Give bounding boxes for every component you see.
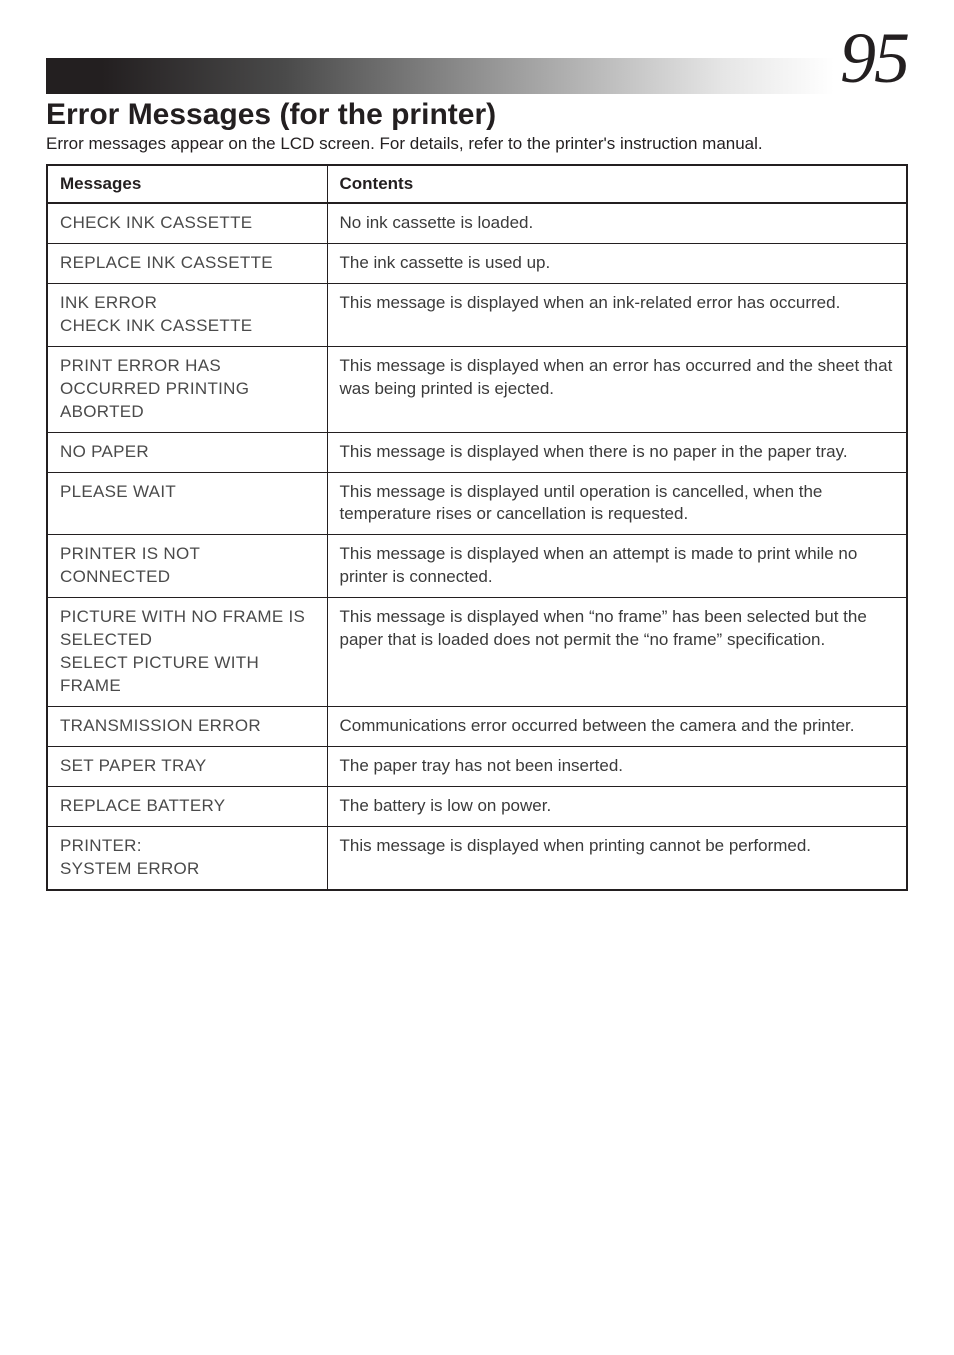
header-gradient <box>102 58 834 94</box>
error-messages-table: Messages Contents CHECK INK CASSETTENo i… <box>46 164 908 891</box>
cell-message: REPLACE INK CASSETTE <box>47 243 327 283</box>
cell-content: The paper tray has not been inserted. <box>327 746 907 786</box>
table-row: INK ERRORCHECK INK CASSETTEThis message … <box>47 283 907 346</box>
cell-content: This message is displayed when there is … <box>327 432 907 472</box>
cell-message: PRINT ERROR HAS OCCURRED PRINTING ABORTE… <box>47 346 327 432</box>
table-row: NO PAPERThis message is displayed when t… <box>47 432 907 472</box>
cell-content: This message is displayed until operatio… <box>327 472 907 535</box>
table-row: REPLACE INK CASSETTEThe ink cassette is … <box>47 243 907 283</box>
table-row: TRANSMISSION ERRORCommunications error o… <box>47 707 907 747</box>
table-header-row: Messages Contents <box>47 165 907 203</box>
cell-message: INK ERRORCHECK INK CASSETTE <box>47 283 327 346</box>
table-row: PRINTER IS NOT CONNECTEDThis message is … <box>47 535 907 598</box>
header-black-block <box>46 58 102 94</box>
cell-message: SET PAPER TRAY <box>47 746 327 786</box>
table-row: PRINT ERROR HAS OCCURRED PRINTING ABORTE… <box>47 346 907 432</box>
cell-message: PICTURE WITH NO FRAME IS SELECTEDSELECT … <box>47 598 327 707</box>
cell-content: This message is displayed when an attemp… <box>327 535 907 598</box>
cell-content: The battery is low on power. <box>327 786 907 826</box>
table-row: SET PAPER TRAYThe paper tray has not bee… <box>47 746 907 786</box>
cell-message: PRINTER:SYSTEM ERROR <box>47 826 327 889</box>
page-title: Error Messages (for the printer) <box>46 98 908 132</box>
cell-content: This message is displayed when printing … <box>327 826 907 889</box>
cell-message: NO PAPER <box>47 432 327 472</box>
cell-message: PRINTER IS NOT CONNECTED <box>47 535 327 598</box>
cell-content: No ink cassette is loaded. <box>327 203 907 243</box>
page-header: 95 <box>46 32 908 94</box>
cell-content: The ink cassette is used up. <box>327 243 907 283</box>
table-row: CHECK INK CASSETTENo ink cassette is loa… <box>47 203 907 243</box>
cell-content: This message is displayed when an ink-re… <box>327 283 907 346</box>
cell-message: REPLACE BATTERY <box>47 786 327 826</box>
cell-message: TRANSMISSION ERROR <box>47 707 327 747</box>
cell-message: PLEASE WAIT <box>47 472 327 535</box>
page-number: 95 <box>834 22 908 94</box>
table-row: PICTURE WITH NO FRAME IS SELECTEDSELECT … <box>47 598 907 707</box>
page-subtitle: Error messages appear on the LCD screen.… <box>46 134 908 154</box>
col-header-contents: Contents <box>327 165 907 203</box>
cell-message: CHECK INK CASSETTE <box>47 203 327 243</box>
table-row: PRINTER:SYSTEM ERRORThis message is disp… <box>47 826 907 889</box>
cell-content: Communications error occurred between th… <box>327 707 907 747</box>
col-header-messages: Messages <box>47 165 327 203</box>
cell-content: This message is displayed when an error … <box>327 346 907 432</box>
cell-content: This message is displayed when “no frame… <box>327 598 907 707</box>
table-row: PLEASE WAITThis message is displayed unt… <box>47 472 907 535</box>
table-row: REPLACE BATTERYThe battery is low on pow… <box>47 786 907 826</box>
page-container: 95 Error Messages (for the printer) Erro… <box>0 0 954 937</box>
